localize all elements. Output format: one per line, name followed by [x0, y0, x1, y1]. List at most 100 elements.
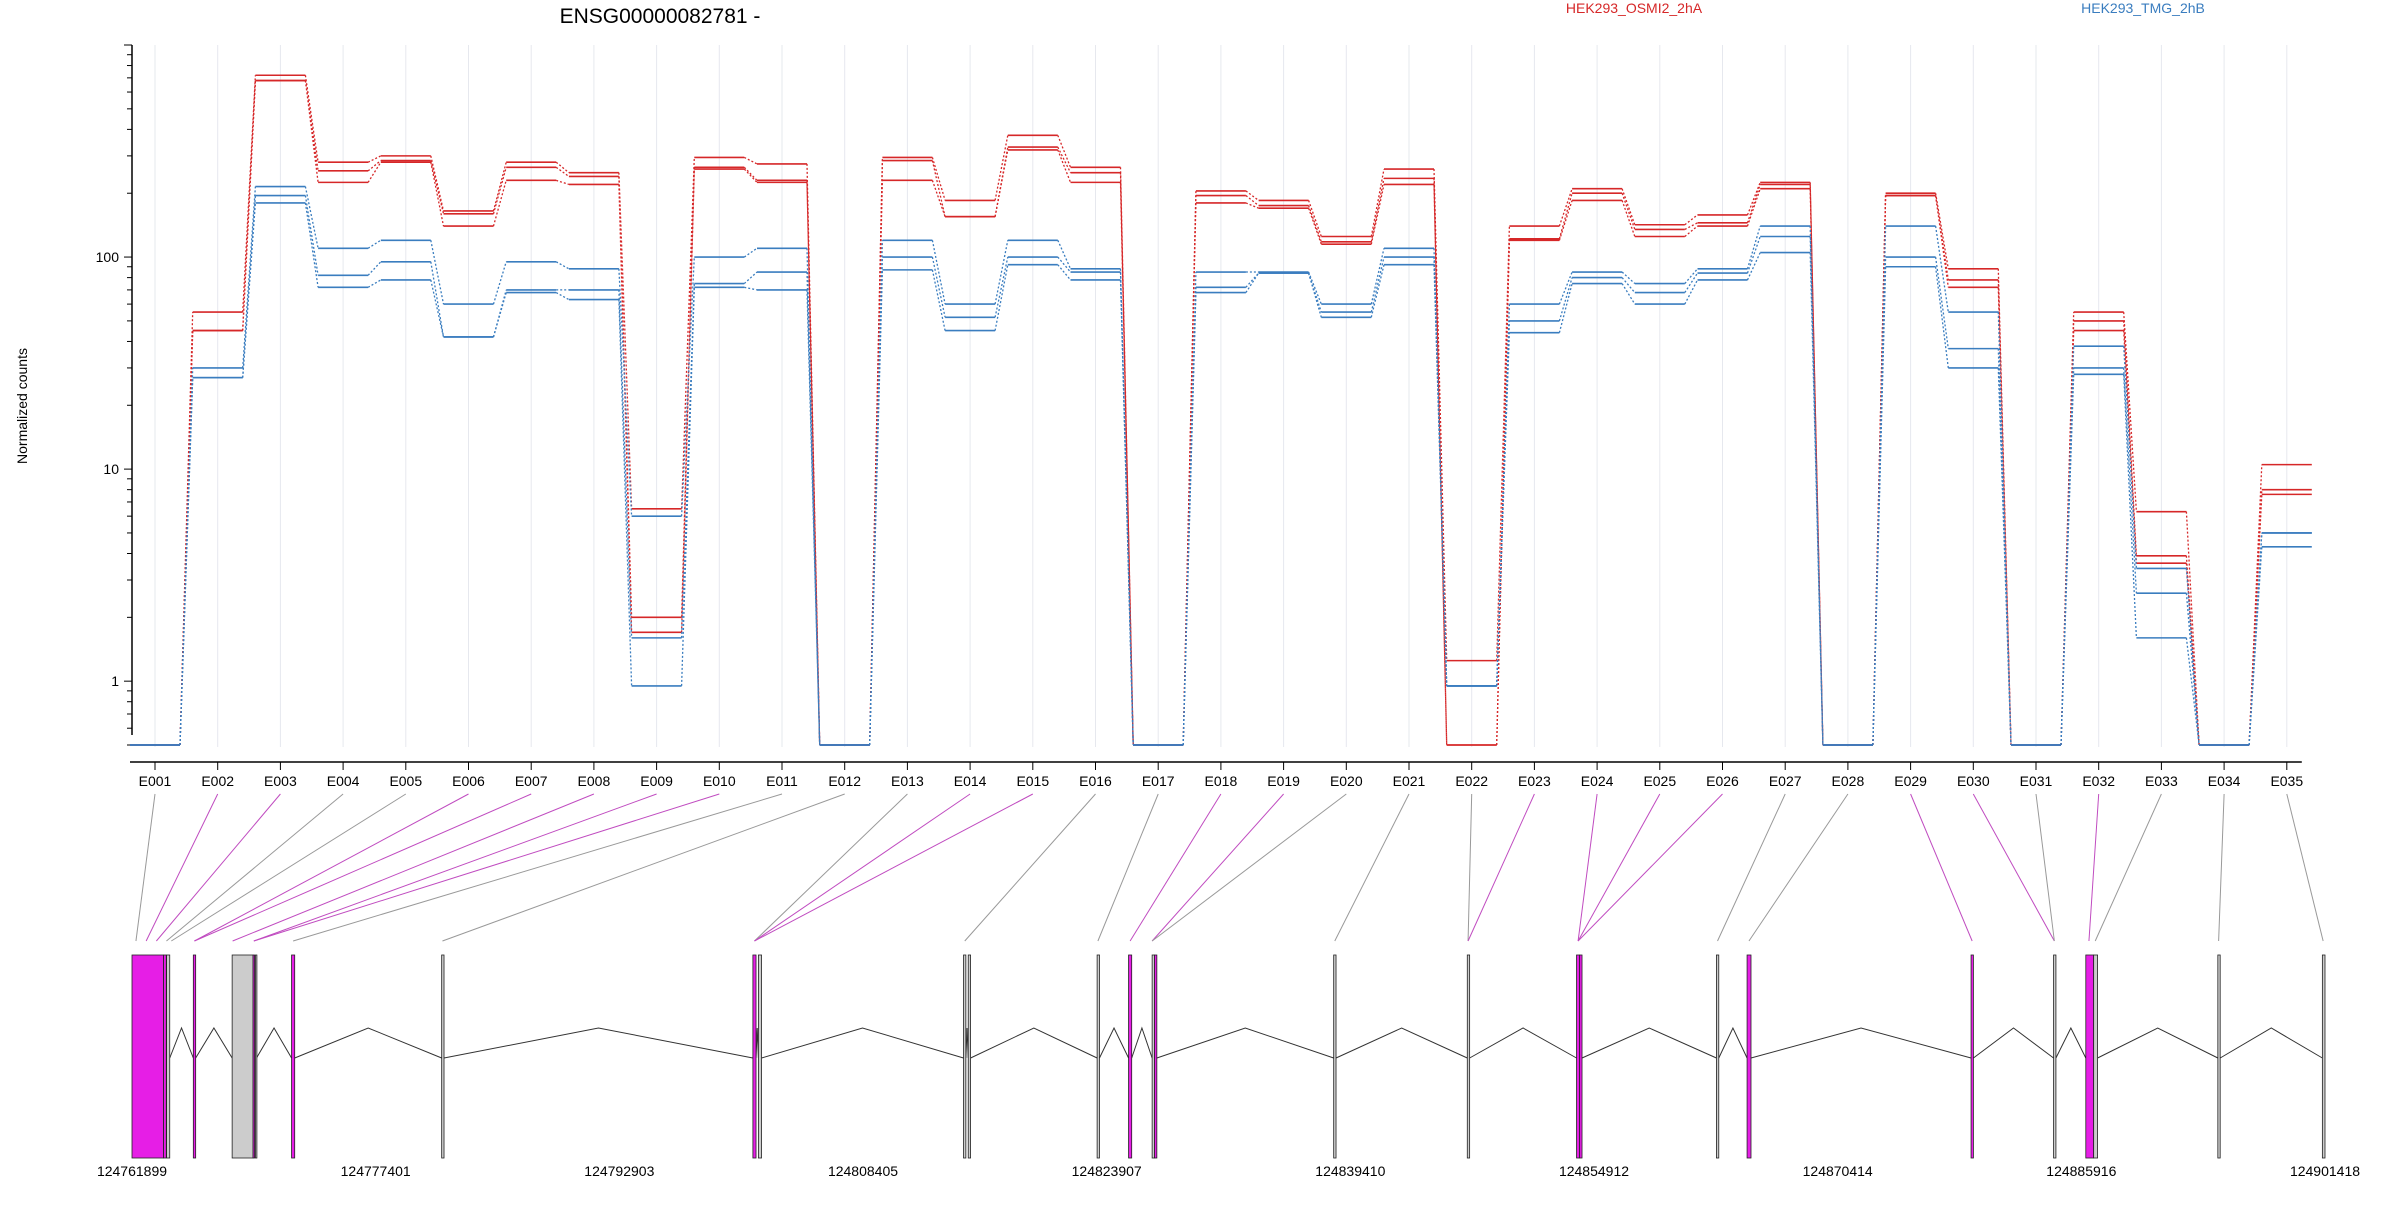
series-connector: [2123, 312, 2138, 512]
exon-label: E017: [1142, 773, 1175, 789]
series-connector: [1684, 214, 1698, 226]
intron: [256, 1027, 292, 1059]
exon-label: E014: [954, 773, 987, 789]
series-connector: [1809, 226, 1824, 746]
series-connector: [1057, 146, 1072, 173]
series-connector: [680, 257, 695, 517]
genomic-tick-label: 124792903: [584, 1163, 654, 1179]
series-connector: [1746, 182, 1761, 216]
genomic-tick-label: 124777401: [341, 1163, 411, 1179]
series-connector: [1370, 178, 1385, 242]
series-connector: [242, 80, 257, 331]
genomic-tick-label: 124901418: [2290, 1163, 2360, 1179]
exon-block-E009: [441, 954, 445, 1159]
exon-connector: [1151, 793, 1284, 942]
series-connector: [1182, 195, 1197, 746]
exon-label: E007: [515, 773, 548, 789]
series-connector: [304, 80, 319, 171]
series-connector: [1558, 188, 1573, 227]
series-connector: [1370, 168, 1385, 237]
genomic-tick-label: 124839410: [1315, 1163, 1385, 1179]
series-connector: [1934, 266, 1949, 369]
intron: [1718, 1026, 1748, 1059]
series-connector: [430, 160, 445, 214]
exon-connector: [171, 793, 407, 942]
exon-label: E024: [1581, 773, 1614, 789]
series-connector: [1558, 277, 1573, 322]
series-connector: [1621, 188, 1636, 225]
series-connector: [2185, 511, 2200, 746]
series-connector: [1307, 272, 1322, 318]
chart-title: ENSG00000082781 -: [560, 5, 761, 28]
exon-label: E016: [1079, 773, 1112, 789]
exon-block-E021: [1579, 954, 1583, 1159]
series-connector: [1307, 271, 1322, 305]
series-connector: [680, 283, 695, 638]
intron: [761, 1027, 964, 1059]
series-connector: [618, 184, 633, 633]
exon-block-E023: [1746, 954, 1752, 1159]
series-connector: [1496, 226, 1511, 661]
series-connector: [304, 75, 319, 163]
intron: [443, 1027, 753, 1059]
intron: [1131, 1026, 1153, 1059]
series-connector: [2123, 320, 2138, 556]
exon-connector: [2286, 793, 2324, 942]
series-connector: [744, 156, 758, 165]
series-connector: [556, 179, 570, 186]
intron: [1581, 1027, 1717, 1059]
exon-label: E023: [1518, 773, 1551, 789]
intron: [169, 1026, 194, 1059]
series-connector: [2060, 374, 2075, 746]
series-connector: [994, 264, 1009, 331]
exon-block-E027: [2093, 954, 2098, 1159]
exon-label: E001: [139, 773, 172, 789]
series-connector: [1997, 367, 2012, 746]
exon-block-E019: [1466, 954, 1471, 1159]
series-connector: [1684, 268, 1698, 284]
series-connector: [1119, 279, 1134, 746]
series-connector: [1621, 271, 1636, 285]
series-connector: [179, 377, 194, 746]
series-connector: [1496, 332, 1511, 686]
genomic-axis: 124761899 124777401 124792903 124808405 1248…: [97, 1163, 2360, 1179]
exon-label: E031: [2020, 773, 2053, 789]
exon-label: E002: [201, 773, 234, 789]
series-connector: [1245, 272, 1260, 288]
series-connector: [492, 167, 507, 214]
series-connector: [2185, 637, 2200, 746]
exon-connector: [1717, 793, 1786, 942]
series-connector: [1307, 207, 1322, 245]
vertical-gridlines: [154, 45, 2288, 747]
exon-label: E013: [891, 773, 924, 789]
exon-block-E006: [252, 954, 256, 1159]
series-connector: [1370, 184, 1385, 245]
series-connector: [1934, 256, 1949, 349]
series-connector: [743, 271, 758, 285]
series-connector: [1621, 277, 1636, 293]
series-connector: [367, 279, 382, 288]
exon-label: E027: [1769, 773, 1802, 789]
series-connector: [743, 168, 758, 183]
series-connector: [1307, 200, 1322, 237]
exon-connector: [1151, 793, 1347, 942]
series-connector: [430, 279, 445, 338]
series-connector: [430, 240, 445, 305]
exon-connector: [1334, 793, 1410, 942]
intron: [294, 1027, 442, 1059]
exon-block-E010: [752, 954, 757, 1159]
series-connector: [1934, 225, 1949, 313]
series-connector: [1872, 266, 1887, 746]
exon-label: E010: [703, 773, 736, 789]
series-connector: [555, 261, 570, 270]
exon-label: E025: [1643, 773, 1676, 789]
series-connector: [1057, 135, 1072, 168]
exon-label: E005: [389, 773, 422, 789]
series-connector: [2123, 346, 2138, 569]
exon-block-E015: [1128, 954, 1133, 1159]
exon-label: E033: [2145, 773, 2178, 789]
intron: [1750, 1027, 1972, 1059]
exon-connector: [1467, 793, 1535, 942]
exon-label: E019: [1267, 773, 1300, 789]
series-connector: [1370, 264, 1385, 318]
